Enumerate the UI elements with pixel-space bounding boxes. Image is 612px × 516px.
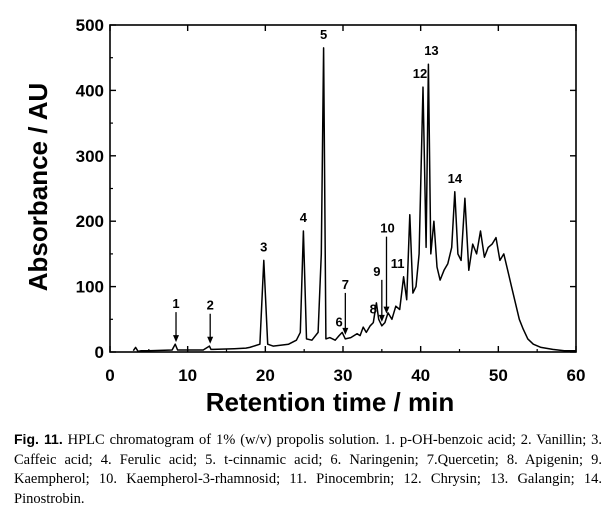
x-tick-label: 0 [105, 366, 114, 385]
peak-label: 1 [172, 296, 179, 311]
peak-label: 9 [373, 264, 380, 279]
peak-label: 14 [448, 171, 463, 186]
plot-frame [109, 24, 577, 353]
figure-number: Fig. 11. [14, 431, 63, 447]
peak-arrowhead [342, 327, 349, 335]
peak-arrowhead [383, 306, 390, 314]
x-tick-label: 30 [334, 366, 353, 385]
peak-label: 6 [335, 315, 342, 330]
x-axis-title: Retention time / min [206, 387, 454, 417]
y-tick-label: 400 [76, 81, 104, 100]
y-tick-label: 0 [95, 343, 104, 362]
y-tick-label: 100 [76, 278, 104, 297]
x-tick-label: 60 [567, 366, 586, 385]
axes: 0 10 20 30 40 50 60 0 100 200 300 400 500 [76, 16, 586, 385]
peak-label: 8 [370, 302, 377, 317]
figure-caption: Fig. 11. HPLC chromatogram of 1% (w/v) p… [14, 430, 602, 509]
peak-arrowhead [207, 336, 214, 344]
peak-label: 7 [342, 277, 349, 292]
x-tick-label: 40 [411, 366, 430, 385]
peak-label: 11 [391, 256, 405, 271]
x-tick-label: 20 [256, 366, 275, 385]
peak-label: 12 [413, 66, 427, 81]
peak-label: 4 [300, 210, 308, 225]
y-tick-label: 500 [76, 16, 104, 35]
peak-arrowhead [173, 335, 180, 343]
x-tick-label: 50 [489, 366, 508, 385]
plot-area [132, 47, 576, 353]
x-tick-label: 10 [178, 366, 197, 385]
peak-label: 10 [380, 221, 394, 236]
peak-label: 13 [424, 43, 438, 58]
peak-label: 3 [260, 239, 267, 254]
chromatogram-line [132, 47, 576, 353]
peak-label: 5 [320, 27, 327, 42]
y-axis-title: Absorbance / AU [23, 83, 53, 292]
y-tick-label: 300 [76, 147, 104, 166]
caption-text: HPLC chromatogram of 1% (w/v) propolis s… [14, 432, 603, 507]
peak-label: 2 [207, 298, 214, 313]
y-tick-label: 200 [76, 212, 104, 231]
peak-arrowhead [378, 314, 385, 322]
